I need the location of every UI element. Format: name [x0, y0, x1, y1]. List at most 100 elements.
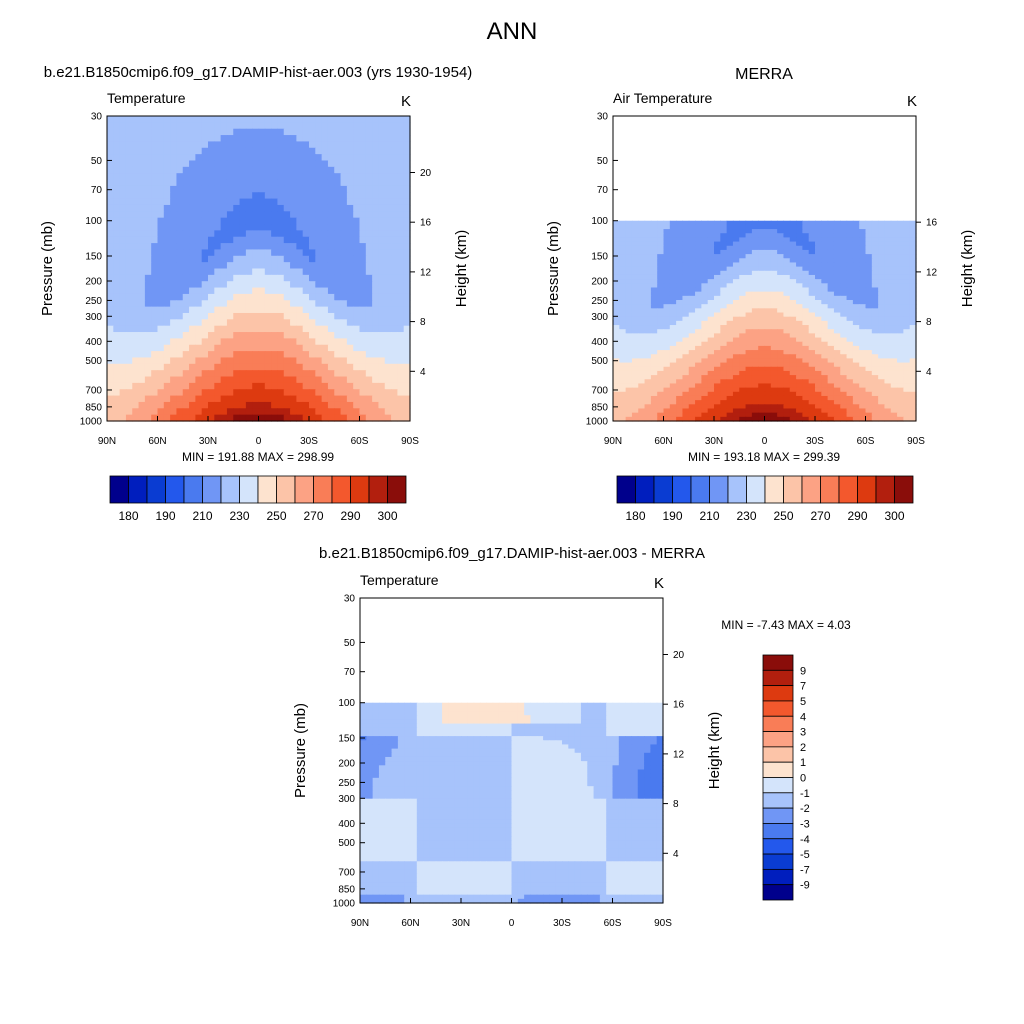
- field-cell: [909, 354, 917, 360]
- field-cell: [619, 408, 627, 414]
- field-cell: [195, 230, 203, 238]
- field-cell: [770, 379, 778, 385]
- field-cell: [365, 217, 373, 225]
- field-cell: [770, 283, 778, 289]
- field-cell: [214, 395, 222, 403]
- field-cell: [119, 351, 127, 359]
- field-cell: [403, 401, 411, 409]
- field-cell: [372, 319, 380, 327]
- field-cell: [631, 224, 639, 230]
- field-cell: [903, 241, 911, 247]
- field-cell: [403, 262, 411, 270]
- field-cell: [189, 312, 196, 320]
- field-cell: [327, 255, 335, 263]
- field-cell: [283, 408, 291, 416]
- field-cell: [283, 249, 291, 257]
- field-cell: [745, 245, 753, 251]
- field-cell: [220, 224, 228, 231]
- field-cell: [214, 204, 222, 212]
- field-cell: [638, 312, 646, 318]
- field-cell: [151, 192, 159, 200]
- field-cell: [833, 375, 841, 380]
- field-cell: [113, 198, 121, 206]
- field-cell: [903, 237, 911, 243]
- field-cell: [707, 416, 715, 422]
- field-cell: [833, 354, 841, 360]
- field-cell: [726, 395, 734, 401]
- field-cell: [226, 204, 234, 212]
- field-cell: [258, 344, 266, 352]
- field-cell: [657, 362, 665, 368]
- field-cell: [897, 254, 904, 259]
- field-cell: [208, 306, 215, 314]
- field-cell: [176, 382, 184, 390]
- field-cell: [252, 363, 260, 371]
- field-cell: [726, 366, 734, 372]
- field-cell: [638, 358, 646, 364]
- field-cell: [233, 389, 241, 397]
- field-cell: [151, 312, 159, 320]
- field-cell: [808, 304, 816, 309]
- field-cell: [182, 211, 190, 219]
- field-cell: [144, 395, 152, 403]
- field-cell: [283, 185, 291, 193]
- field-cell: [821, 245, 829, 251]
- field-cell: [309, 395, 316, 403]
- field-cell: [751, 245, 759, 251]
- field-cell: [220, 249, 228, 257]
- field-cell: [302, 408, 310, 416]
- field-cell: [770, 416, 778, 422]
- field-cell: [290, 363, 297, 371]
- field-cell: [701, 304, 709, 309]
- field-cell: [264, 147, 272, 155]
- field-cell: [789, 308, 797, 314]
- field-cell: [808, 312, 816, 318]
- field-cell: [189, 135, 196, 143]
- field-cell: [498, 715, 506, 721]
- field-cell: [613, 337, 620, 343]
- field-cell: [170, 268, 178, 276]
- field-cell: [764, 233, 772, 239]
- field-cell: [378, 128, 386, 136]
- field-cell: [783, 274, 791, 280]
- field-cell: [119, 382, 127, 390]
- field-cell: [132, 192, 140, 200]
- field-cell: [258, 185, 266, 193]
- field-cell: [676, 241, 684, 247]
- field-cell: [245, 249, 253, 257]
- field-cell: [745, 370, 753, 376]
- field-cell: [132, 236, 140, 244]
- field-cell: [226, 319, 234, 327]
- field-cell: [163, 141, 171, 149]
- field-cell: [890, 295, 898, 301]
- field-cell: [631, 711, 639, 716]
- field-cell: [170, 363, 178, 371]
- field-cell: [334, 173, 342, 181]
- field-cell: [391, 702, 399, 708]
- field-cell: [327, 414, 335, 422]
- field-cell: [182, 147, 190, 155]
- field-cell: [315, 166, 323, 174]
- field-cell: [638, 224, 646, 230]
- field-cell: [429, 706, 437, 712]
- panel-model-left-label: Temperature: [107, 90, 186, 106]
- field-cell: [638, 387, 646, 393]
- field-cell: [631, 266, 639, 272]
- field-cell: [783, 316, 791, 322]
- field-cell: [650, 224, 658, 230]
- field-cell: [245, 166, 253, 174]
- field-cell: [252, 236, 260, 244]
- field-cell: [296, 147, 304, 155]
- field-cell: [657, 404, 665, 410]
- field-cell: [309, 135, 316, 143]
- field-cell: [271, 243, 279, 251]
- field-cell: [789, 350, 797, 355]
- field-cell: [676, 266, 684, 272]
- field-cell: [644, 395, 652, 401]
- field-cell: [113, 408, 121, 416]
- field-cell: [252, 211, 260, 219]
- field-cell: [732, 312, 740, 318]
- field-cell: [770, 345, 778, 351]
- field-cell: [182, 414, 190, 422]
- field-cell: [884, 320, 892, 326]
